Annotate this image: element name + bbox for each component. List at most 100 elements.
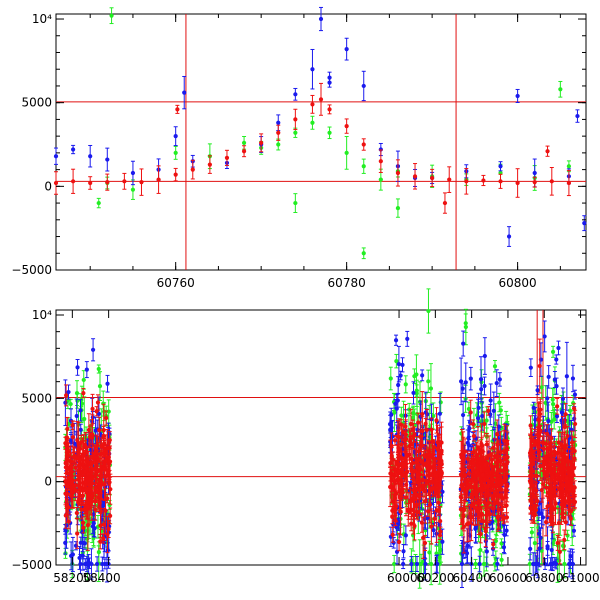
bottom-panel-frame	[55, 309, 587, 566]
x-tick-label: 60760	[157, 276, 195, 290]
green-data-point	[419, 553, 424, 575]
green-data-point	[481, 551, 487, 577]
y-tick-label: 5000	[21, 391, 52, 405]
red-data-point	[81, 388, 86, 399]
blue-data-point	[497, 372, 502, 387]
red-data-point	[241, 145, 247, 158]
red-data-point	[80, 460, 85, 489]
blue-data-point	[534, 555, 539, 573]
x-tick-label: 60200	[416, 571, 454, 585]
red-data-point	[70, 420, 75, 430]
red-data-point	[96, 482, 101, 513]
blue-data-point	[401, 544, 406, 559]
blue-data-point	[53, 147, 59, 165]
green-data-point	[344, 136, 349, 170]
red-data-point	[53, 171, 59, 195]
green-data-point	[499, 553, 504, 567]
green-data-point	[492, 360, 498, 373]
blue-data-point	[105, 147, 110, 172]
red-data-point	[107, 445, 113, 478]
red-data-point	[98, 513, 103, 538]
blue-data-point	[440, 528, 445, 555]
blue-data-point	[554, 558, 559, 570]
blue-data-point	[556, 340, 561, 356]
y-tick-label: 10⁴	[32, 308, 52, 322]
green-data-point	[388, 366, 393, 391]
red-data-point	[318, 82, 324, 116]
blue-data-point	[344, 37, 349, 61]
blue-data-point	[401, 558, 406, 570]
green-data-point	[428, 363, 434, 414]
blue-data-point	[93, 416, 98, 445]
red-data-point	[80, 516, 86, 530]
red-data-point	[293, 108, 298, 131]
red-data-point	[63, 445, 68, 481]
red-data-point	[122, 172, 127, 190]
red-data-point	[156, 165, 161, 194]
blue-data-point	[528, 358, 533, 377]
blue-data-point	[542, 320, 547, 353]
blue-data-point	[82, 536, 87, 550]
blue-data-point	[570, 364, 576, 393]
red-data-point	[416, 412, 421, 433]
blue-data-point	[528, 537, 533, 561]
y-tick-label: 0	[44, 179, 52, 193]
red-data-point	[361, 138, 366, 151]
blue-data-point	[468, 366, 473, 391]
green-data-point	[392, 554, 397, 574]
blue-data-point	[554, 377, 559, 395]
blue-data-point	[105, 374, 110, 393]
red-data-point	[437, 530, 443, 540]
green-data-point	[95, 515, 101, 539]
top-panel-reference-lines	[56, 14, 586, 270]
blue-data-point	[582, 215, 587, 232]
green-data-point	[327, 126, 332, 140]
blue-data-point	[396, 376, 401, 394]
red-data-point	[78, 473, 83, 493]
red-data-point	[93, 474, 98, 502]
blue-data-point	[85, 557, 91, 568]
blue-data-point	[542, 558, 548, 570]
red-data-point	[139, 168, 144, 196]
blue-data-point	[498, 161, 503, 172]
green-data-point	[403, 375, 408, 394]
red-data-point	[173, 167, 178, 182]
red-data-point	[85, 492, 90, 520]
red-data-point	[71, 451, 77, 463]
blue-data-point	[536, 504, 541, 521]
blue-data-point	[459, 357, 464, 406]
top-panel-frame	[55, 13, 587, 271]
red-data-point	[65, 472, 70, 500]
blue-data-point	[70, 144, 76, 155]
blue-data-point	[90, 338, 96, 362]
red-data-point	[102, 468, 107, 501]
green-data-point	[361, 247, 366, 260]
red-data-point	[190, 159, 195, 180]
blue-data-point	[460, 400, 466, 430]
x-tick-label: 60400	[453, 571, 491, 585]
blue-data-point	[463, 362, 468, 403]
blue-data-point	[409, 556, 414, 572]
blue-data-point	[403, 525, 408, 546]
x-tick-label: 60600	[489, 571, 527, 585]
green-data-point	[293, 193, 298, 213]
top-panel-y-tick-labels: −5000 0 5000 10⁴	[11, 12, 52, 277]
green-data-point	[412, 368, 417, 384]
blue-data-point	[405, 330, 410, 347]
red-data-point	[436, 506, 442, 516]
green-data-point	[395, 198, 401, 218]
blue-data-point	[411, 381, 416, 405]
red-data-point	[310, 94, 315, 114]
green-data-point	[529, 527, 534, 538]
green-data-point	[558, 80, 563, 98]
blue-data-point	[460, 383, 465, 394]
blue-data-point	[480, 401, 485, 431]
blue-data-point	[293, 87, 298, 101]
red-data-point	[87, 475, 93, 495]
blue-data-point	[482, 337, 487, 375]
top-panel-data-points	[53, 6, 587, 260]
blue-data-point	[420, 369, 425, 382]
red-data-point	[412, 163, 418, 190]
